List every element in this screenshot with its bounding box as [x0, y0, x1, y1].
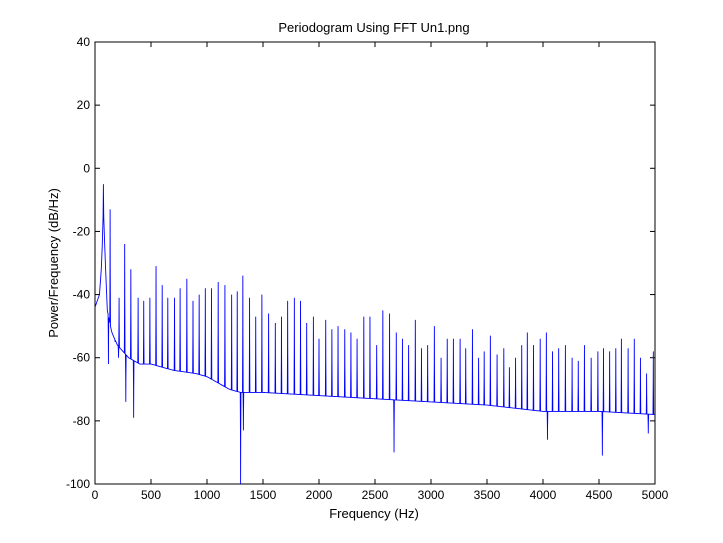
x-tick-label: 4500 [586, 488, 613, 502]
y-tick-label: 0 [83, 161, 90, 175]
y-tick-label: 20 [77, 98, 91, 112]
axes-box [94, 41, 656, 485]
chart-title: Periodogram Using FFT Un1.png [278, 20, 469, 35]
x-tick-label: 3000 [418, 488, 445, 502]
y-axis-ticks: 40 20 0 -20 -40 -60 -80 -100 [66, 35, 655, 491]
y-tick-label: 40 [77, 35, 91, 49]
y-tick-label: -20 [73, 224, 91, 238]
x-tick-label: 1500 [250, 488, 277, 502]
y-tick-label: -60 [73, 351, 91, 365]
x-tick-label: 5000 [642, 488, 669, 502]
series-line [95, 184, 655, 484]
x-tick-label: 0 [92, 488, 99, 502]
x-tick-label: 2500 [362, 488, 389, 502]
x-tick-label: 500 [141, 488, 161, 502]
series-group [95, 184, 655, 484]
x-tick-label: 1000 [194, 488, 221, 502]
x-axis-ticks: 0 500 1000 1500 2000 2500 3000 3500 4000 4500 5000 [92, 42, 669, 502]
y-axis-label: Power/Frequency (dB/Hz) [46, 188, 61, 338]
x-tick-label: 2000 [306, 488, 333, 502]
y-tick-label: -80 [73, 414, 91, 428]
x-tick-label: 3500 [474, 488, 501, 502]
x-tick-label: 4000 [530, 488, 557, 502]
y-tick-label: -40 [73, 288, 91, 302]
x-axis-label: Frequency (Hz) [329, 506, 419, 521]
y-tick-label: -100 [66, 477, 90, 491]
axes-frame [94, 41, 656, 485]
